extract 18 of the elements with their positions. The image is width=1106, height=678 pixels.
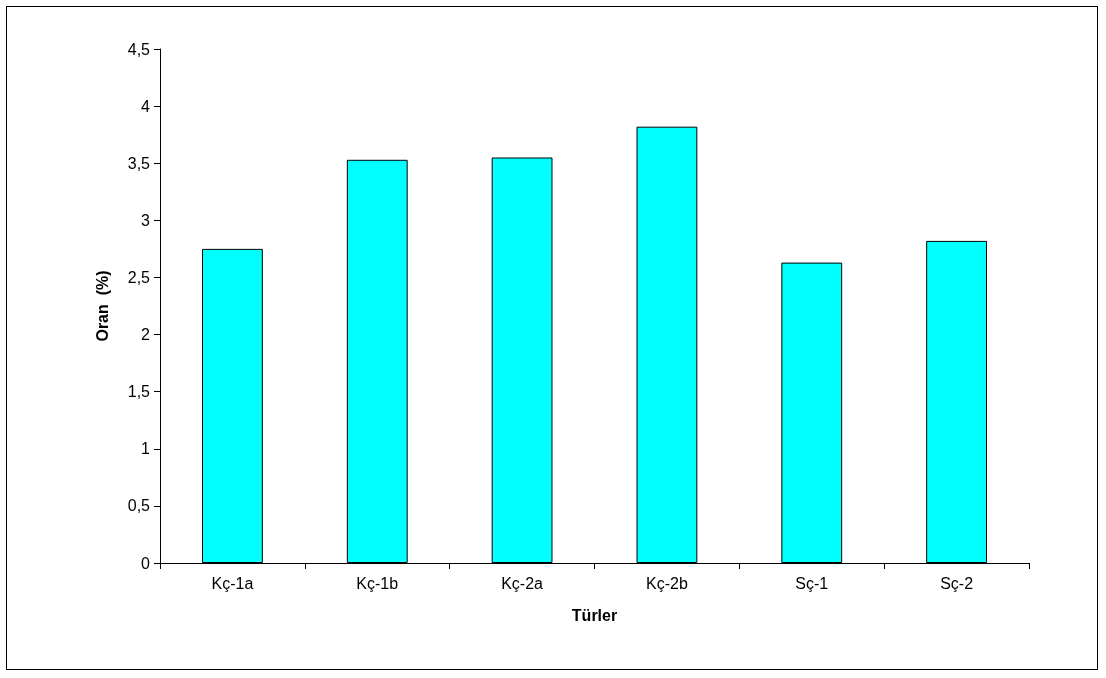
x-tick-label: Kç-1a [211, 574, 254, 592]
x-tick-label: Kç-2b [646, 574, 688, 592]
y-tick-label: 3,5 [127, 154, 151, 172]
x-tick-label: Sç-1 [795, 574, 829, 592]
y-tick-label: 0,5 [127, 497, 151, 515]
y-tick-label: 3 [141, 211, 151, 229]
y-tick-label: 4,5 [127, 40, 151, 58]
x-axis-title: Türler [571, 606, 618, 624]
x-tick-label: Kç-2a [501, 574, 544, 592]
y-tick-label: 4 [141, 97, 151, 115]
x-tick-label: Sç-2 [940, 574, 974, 592]
y-axis-title: Oran (%) [93, 270, 111, 342]
y-tick-label: 2 [141, 326, 151, 344]
y-tick-label: 2,5 [127, 268, 151, 286]
y-tick-label: 1,5 [127, 383, 151, 401]
x-tick-label: Kç-1b [356, 574, 399, 592]
y-tick-label: 1 [141, 440, 151, 458]
y-tick-label: 0 [141, 554, 151, 572]
